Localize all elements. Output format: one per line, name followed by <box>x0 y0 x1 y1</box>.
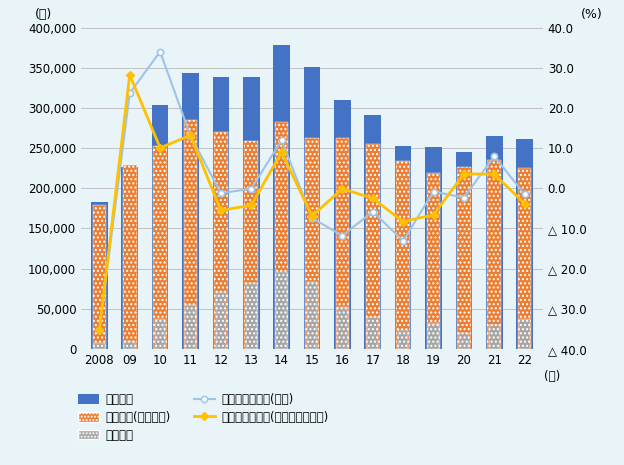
Bar <box>364 115 381 349</box>
Bar <box>459 333 469 349</box>
Bar <box>214 132 228 349</box>
Bar <box>334 100 351 349</box>
Bar <box>487 160 501 349</box>
Bar <box>396 160 410 349</box>
Bar <box>519 319 530 349</box>
Bar <box>122 167 138 349</box>
Bar <box>92 206 106 349</box>
Bar <box>123 165 137 349</box>
Text: (%): (%) <box>581 8 603 21</box>
Bar <box>457 167 470 349</box>
Bar <box>155 319 165 349</box>
Bar <box>246 283 256 349</box>
Bar <box>91 202 108 349</box>
Bar <box>395 146 411 349</box>
Bar <box>275 122 288 349</box>
Bar <box>516 139 533 349</box>
Bar <box>243 77 260 349</box>
Bar <box>336 138 349 349</box>
Bar <box>306 282 318 349</box>
Legend: 生産台数, 販売台数(台湾域内), 輸出台数, 生産台数伸び率(右軸), 販売台数伸び率(台湾域内、右軸): 生産台数, 販売台数(台湾域内), 輸出台数, 生産台数伸び率(右軸), 販売台… <box>78 393 328 442</box>
Bar <box>276 272 287 349</box>
Bar <box>456 152 472 349</box>
Bar <box>183 120 197 349</box>
Bar <box>398 330 409 349</box>
Bar <box>304 67 320 349</box>
Text: (台): (台) <box>35 8 52 21</box>
Bar <box>185 305 196 349</box>
Bar <box>124 341 135 349</box>
Bar <box>305 138 319 349</box>
Bar <box>366 144 379 349</box>
Bar <box>428 323 439 349</box>
Bar <box>182 73 199 349</box>
Bar <box>215 292 226 349</box>
Bar <box>518 167 532 349</box>
Bar <box>245 141 258 349</box>
Text: (年): (年) <box>544 370 560 383</box>
Bar <box>425 147 442 349</box>
Bar <box>486 136 502 349</box>
Bar <box>152 106 168 349</box>
Bar <box>489 325 500 349</box>
Bar <box>94 343 105 349</box>
Bar <box>337 307 348 349</box>
Bar <box>154 146 167 349</box>
Bar <box>427 173 441 349</box>
Bar <box>213 77 229 349</box>
Bar <box>368 317 378 349</box>
Bar <box>273 45 290 349</box>
